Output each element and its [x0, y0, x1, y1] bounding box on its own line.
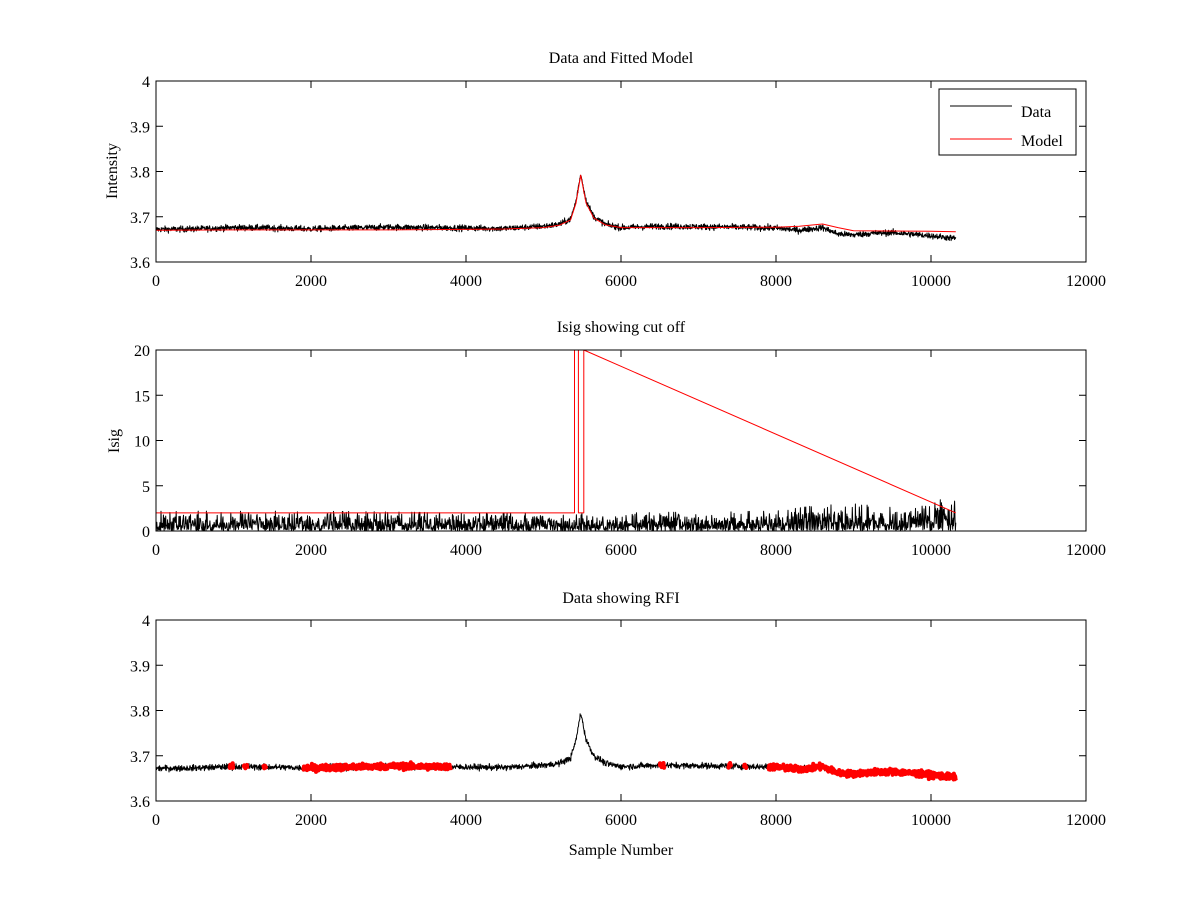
- legend-label-data: Data: [1021, 104, 1051, 121]
- y-tick-label: 3.8: [130, 165, 150, 182]
- y-tick-label: 10: [134, 434, 150, 451]
- x-tick-label: 6000: [605, 812, 637, 829]
- y-tick-label: 3.6: [130, 794, 150, 811]
- series-line-series-1: [156, 349, 957, 514]
- y-tick-label: 3.7: [130, 749, 150, 766]
- y-tick-label: 3.7: [130, 210, 150, 227]
- x-tick-label: 12000: [1066, 273, 1106, 290]
- x-tick-label: 10000: [911, 812, 951, 829]
- y-tick-label: 3.9: [130, 658, 150, 675]
- y-axis-label-2: Isig: [106, 429, 123, 453]
- x-tick-label: 10000: [911, 542, 951, 559]
- y-tick-label: 3.8: [130, 704, 150, 721]
- y-tick-label: 15: [134, 388, 150, 405]
- x-tick-label: 2000: [295, 273, 327, 290]
- legend-label-model: Model: [1021, 133, 1063, 150]
- rfi-region-5: [726, 761, 733, 770]
- y-tick-label: 5: [142, 479, 150, 496]
- x-axis-label-3: Sample Number: [569, 842, 674, 859]
- x-tick-label: 12000: [1066, 812, 1106, 829]
- x-tick-label: 0: [152, 542, 160, 559]
- panel-data-and-fitted-model: 0 2000 4000 6000 8000 10000 12000 3.6 3.7 3.8 3.9 4…: [104, 50, 1106, 290]
- ticks-1: 0 2000 4000 6000 8000 10000 12000 3.6 3.7 3.8 3.9 4: [130, 74, 1106, 290]
- panel-title-3: Data showing RFI: [562, 590, 679, 607]
- rfi-region-2: [261, 763, 269, 771]
- x-tick-label: 4000: [450, 542, 482, 559]
- x-tick-label: 8000: [760, 812, 792, 829]
- rfi-region-7: [766, 761, 958, 782]
- x-tick-label: 6000: [605, 273, 637, 290]
- x-tick-label: 10000: [911, 273, 951, 290]
- panel-title-1: Data and Fitted Model: [549, 50, 694, 67]
- x-tick-label: 8000: [760, 542, 792, 559]
- x-tick-label: 4000: [450, 812, 482, 829]
- x-tick-label: 0: [152, 812, 160, 829]
- rfi-region-1: [241, 762, 250, 771]
- panel-isig-showing-cut-off: 0 2000 4000 6000 8000 10000 12000 0 5 10 15 20 Isig…: [106, 319, 1106, 559]
- series-line-series-0: [155, 499, 957, 532]
- y-tick-label: 20: [134, 343, 150, 360]
- x-tick-label: 12000: [1066, 542, 1106, 559]
- y-tick-label: 3.6: [130, 255, 150, 272]
- plot-area-2: [155, 349, 957, 532]
- legend-box: [938, 88, 1077, 156]
- ticks-3: 0 2000 4000 6000 8000 10000 12000 3.6 3.7 3.8 3.9 4: [130, 613, 1106, 829]
- y-tick-label: 4: [142, 74, 150, 91]
- ticks-2: 0 2000 4000 6000 8000 10000 12000 0 5 10 15 20: [134, 343, 1106, 559]
- panel-data-showing-rfi: 0 2000 4000 6000 8000 10000 12000 3.6 3.7 3.8 3.9 4…: [130, 590, 1106, 859]
- panel-title-2: Isig showing cut off: [557, 319, 686, 336]
- rfi-region-0: [227, 761, 236, 770]
- rfi-region-4: [657, 761, 667, 770]
- plot-area-3: [155, 713, 958, 782]
- y-tick-label: 4: [142, 613, 150, 630]
- plot-area-1: [155, 174, 957, 242]
- x-tick-label: 4000: [450, 273, 482, 290]
- x-tick-label: 2000: [295, 812, 327, 829]
- y-axis-label-1: Intensity: [104, 143, 121, 199]
- y-tick-label: 0: [142, 524, 150, 541]
- x-tick-label: 0: [152, 273, 160, 290]
- y-tick-label: 3.9: [130, 119, 150, 136]
- rfi-region-6: [741, 762, 749, 770]
- legend: Data Model: [938, 88, 1077, 156]
- series-line-model: [155, 174, 956, 233]
- x-tick-label: 6000: [605, 542, 637, 559]
- x-tick-label: 8000: [760, 273, 792, 290]
- rfi-region-3: [301, 760, 453, 774]
- x-tick-label: 2000: [295, 542, 327, 559]
